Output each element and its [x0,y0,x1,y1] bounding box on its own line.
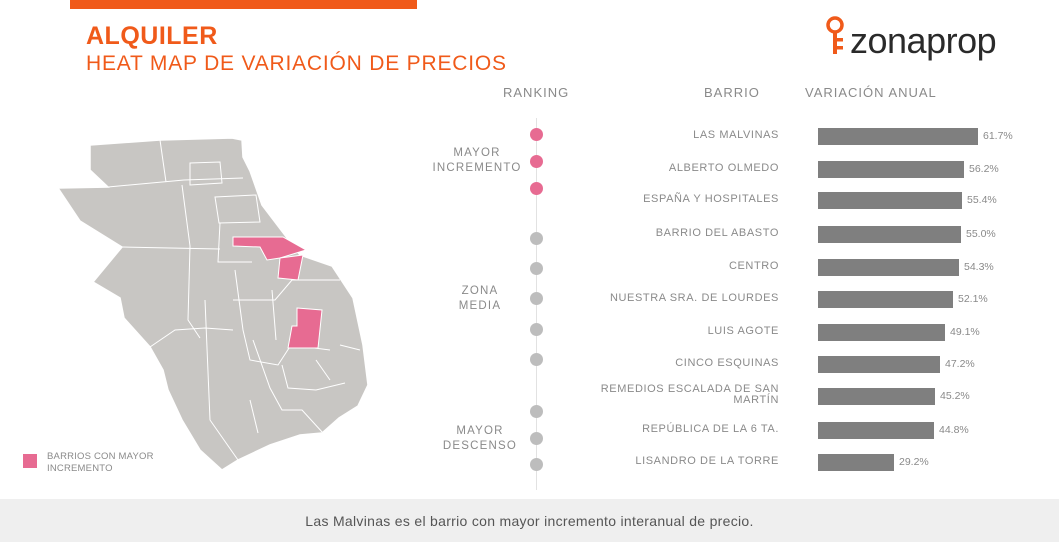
barrio-label: BARRIO DEL ABASTO [579,228,779,239]
barrio-label: LUIS AGOTE [579,326,779,337]
bar [818,128,978,145]
barrio-alberto-olmedo [278,255,303,280]
legend-label-line2: INCREMENTO [47,463,154,475]
bar [818,192,962,209]
column-header-ranking: RANKING [503,85,569,100]
barrio-label: REPÚBLICA DE LA 6 TA. [579,424,779,435]
barrio-label: NUESTRA SRA. DE LOURDES [579,293,779,304]
bar [818,324,945,341]
bar [818,291,953,308]
legend-label: BARRIOS CON MAYOR INCREMENTO [47,451,154,475]
ranking-dot [530,155,543,168]
column-header-variacion: VARIACIÓN ANUAL [805,85,937,100]
group-label-line: MEDIA [425,299,535,314]
bar-value-label: 52.1% [958,293,988,305]
bar-value-label: 61.7% [983,130,1013,142]
group-label-zona-media: ZONA MEDIA [425,284,535,314]
group-label-line: MAYOR [425,424,535,439]
bar-value-label: 44.8% [939,424,969,436]
footer-text: Las Malvinas es el barrio con mayor incr… [0,513,1059,529]
ranking-dot [530,292,543,305]
group-label-line: INCREMENTO [422,161,532,176]
group-label-line: ZONA [425,284,535,299]
ranking-dot [530,432,543,445]
legend-swatch [23,454,37,468]
bar-value-label: 55.4% [967,194,997,206]
bar [818,356,940,373]
group-label-line: DESCENSO [425,439,535,454]
barrio-label: ESPAÑA Y HOSPITALES [579,194,779,205]
barrio-label: REMEDIOS ESCALADA DE SAN MARTÍN [589,384,779,406]
barrio-label: LAS MALVINAS [579,130,779,141]
bar-value-label: 45.2% [940,390,970,402]
group-label-mayor-incremento: MAYOR INCREMENTO [422,146,532,176]
footer-bar: Las Malvinas es el barrio con mayor incr… [0,499,1059,542]
bar [818,454,894,471]
ranking-dot [530,405,543,418]
barrio-label: CENTRO [579,261,779,272]
bar [818,226,961,243]
bar [818,259,959,276]
bar-value-label: 55.0% [966,228,996,240]
bar-value-label: 47.2% [945,358,975,370]
bar [818,388,935,405]
barrio-label: LISANDRO DE LA TORRE [579,456,779,467]
bar [818,161,964,178]
ranking-dot [530,353,543,366]
bar [818,422,934,439]
ranking-dot [530,458,543,471]
bar-value-label: 54.3% [964,261,994,273]
bar-value-label: 56.2% [969,163,999,175]
ranking-dot [530,262,543,275]
map-base [58,138,368,470]
ranking-dot [530,323,543,336]
column-header-barrio: BARRIO [704,85,760,100]
group-label-mayor-descenso: MAYOR DESCENSO [425,424,535,454]
ranking-dot [530,232,543,245]
legend-label-line1: BARRIOS CON MAYOR [47,451,154,463]
bar-value-label: 29.2% [899,456,929,468]
bar-value-label: 49.1% [950,326,980,338]
barrio-label: CINCO ESQUINAS [579,358,779,369]
ranking-dot [530,128,543,141]
barrio-label: ALBERTO OLMEDO [579,163,779,174]
group-label-line: MAYOR [422,146,532,161]
ranking-dot [530,182,543,195]
